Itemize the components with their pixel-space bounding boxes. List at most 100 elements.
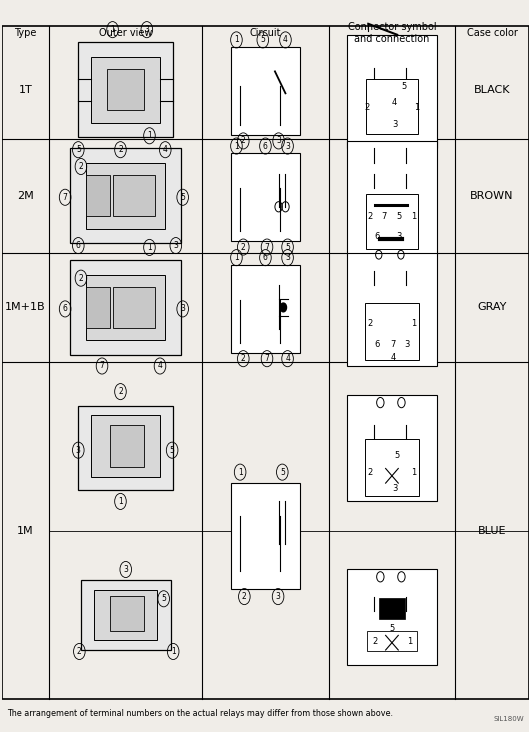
Text: 2: 2 <box>79 274 83 283</box>
Text: Type: Type <box>14 28 37 38</box>
Text: 2: 2 <box>118 387 123 396</box>
Text: 5: 5 <box>260 35 265 45</box>
Bar <box>94 590 157 640</box>
Bar <box>347 569 437 665</box>
Text: Circuit: Circuit <box>250 28 281 38</box>
Text: Case color: Case color <box>467 28 517 38</box>
Text: 4: 4 <box>285 354 290 363</box>
Text: 2: 2 <box>79 162 83 171</box>
Text: 1: 1 <box>147 243 152 252</box>
Text: 3: 3 <box>397 231 402 241</box>
Text: 1: 1 <box>412 468 417 477</box>
Bar <box>366 79 418 133</box>
Text: 2: 2 <box>367 468 372 477</box>
Bar <box>78 42 173 138</box>
Text: Outer view: Outer view <box>99 28 152 38</box>
Text: 3: 3 <box>276 592 280 601</box>
Text: 5: 5 <box>401 81 406 91</box>
Text: 1: 1 <box>238 468 242 477</box>
Text: 4: 4 <box>390 353 396 362</box>
Text: 7: 7 <box>390 340 396 348</box>
Text: BLUE: BLUE <box>478 526 506 536</box>
Text: 4: 4 <box>283 35 288 45</box>
Text: 3: 3 <box>123 565 128 574</box>
Text: 5: 5 <box>280 468 285 477</box>
Bar <box>231 153 300 241</box>
Text: BLACK: BLACK <box>474 85 510 94</box>
Text: 5: 5 <box>397 212 402 221</box>
Text: 6: 6 <box>375 231 380 241</box>
Text: 3: 3 <box>285 141 290 151</box>
Text: 1: 1 <box>110 25 115 34</box>
Text: 3: 3 <box>404 340 409 348</box>
Bar <box>86 163 165 228</box>
Bar <box>231 483 300 589</box>
Bar <box>81 580 170 650</box>
Text: 1: 1 <box>234 253 239 262</box>
Text: 1: 1 <box>412 212 417 221</box>
Text: 2: 2 <box>372 637 377 646</box>
Text: 7: 7 <box>264 354 269 363</box>
Text: 2: 2 <box>367 212 372 221</box>
Text: 1M: 1M <box>17 526 34 536</box>
Text: 2: 2 <box>241 242 245 252</box>
Text: 5: 5 <box>180 193 185 202</box>
Text: GRAY: GRAY <box>477 302 507 313</box>
Text: The arrangement of terminal numbers on the actual relays may differ from those s: The arrangement of terminal numbers on t… <box>7 709 393 718</box>
Bar <box>86 175 110 217</box>
Text: 6: 6 <box>263 141 268 151</box>
Text: 2: 2 <box>118 145 123 154</box>
Bar <box>70 148 181 243</box>
Bar <box>86 274 165 340</box>
Text: 3: 3 <box>393 485 398 493</box>
Bar <box>347 141 437 254</box>
Text: 1: 1 <box>412 319 417 328</box>
Text: 2: 2 <box>241 136 245 146</box>
Text: 6: 6 <box>62 305 68 313</box>
Bar <box>70 260 181 355</box>
Bar <box>113 175 155 217</box>
Bar <box>347 395 437 501</box>
Text: 2M: 2M <box>17 191 34 201</box>
Text: BROWN: BROWN <box>470 191 514 201</box>
Text: 1: 1 <box>234 141 239 151</box>
Text: 1: 1 <box>407 637 412 646</box>
Text: 5: 5 <box>285 242 290 252</box>
Text: 4: 4 <box>392 98 397 108</box>
Bar <box>107 69 144 111</box>
Text: SIL180W: SIL180W <box>493 716 524 722</box>
Text: 3: 3 <box>180 305 185 313</box>
Bar <box>110 425 144 467</box>
Bar <box>379 598 405 619</box>
Text: 1T: 1T <box>19 85 32 94</box>
Bar <box>231 265 300 353</box>
Text: 4: 4 <box>158 362 162 370</box>
Text: 3: 3 <box>76 446 81 455</box>
Text: 1: 1 <box>414 103 419 113</box>
Text: 2: 2 <box>241 354 245 363</box>
Text: 3: 3 <box>392 120 397 130</box>
Text: 3: 3 <box>174 241 178 250</box>
Text: 3: 3 <box>276 136 281 146</box>
Bar <box>347 253 437 366</box>
Bar <box>231 48 300 135</box>
Text: 7: 7 <box>381 212 386 221</box>
Text: 1: 1 <box>118 497 123 506</box>
Bar <box>86 287 110 328</box>
Bar <box>366 194 418 248</box>
Bar <box>364 439 419 496</box>
Bar <box>364 303 419 360</box>
Bar <box>110 596 144 631</box>
Circle shape <box>280 303 287 312</box>
Text: Connector symbol
and connection: Connector symbol and connection <box>348 22 436 44</box>
Bar <box>113 287 155 328</box>
Text: 2: 2 <box>367 319 372 328</box>
Bar <box>92 415 160 477</box>
Text: 1: 1 <box>234 35 239 45</box>
Text: 5: 5 <box>170 446 175 455</box>
Bar <box>92 57 160 122</box>
Bar <box>367 631 417 651</box>
Text: 6: 6 <box>76 241 81 250</box>
Bar <box>78 406 173 490</box>
Text: 2: 2 <box>364 103 370 113</box>
